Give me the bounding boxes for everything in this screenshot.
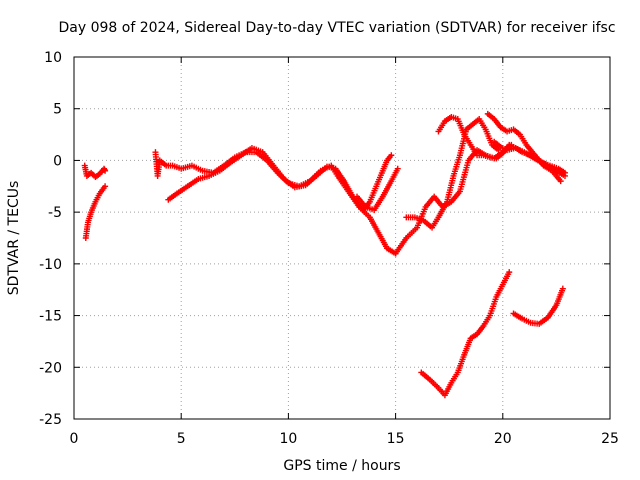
data-point [394, 165, 401, 172]
x-axis-label: GPS time / hours [283, 458, 400, 474]
y-axis-label: SDTVAR / TECUs [6, 181, 22, 296]
series-s13 [510, 285, 566, 327]
y-tick-label: -25 [39, 412, 62, 428]
chart-title: Day 098 of 2024, Sidereal Day-to-day VTE… [58, 20, 615, 36]
series-s11 [491, 138, 568, 176]
data-point [102, 167, 109, 174]
data-point [557, 178, 564, 185]
tick-labels: 0 5 10 15 20 25 -25 -20 -15 -10 -5 0 5 10 [39, 50, 619, 447]
x-tick-label: 10 [279, 431, 297, 447]
y-tick-label: -10 [39, 257, 62, 273]
axis-ticks [73, 56, 611, 420]
series-s8 [403, 116, 502, 231]
x-tick-label: 5 [177, 431, 186, 447]
series-s6 [360, 152, 395, 214]
y-tick-label: -5 [48, 205, 62, 221]
data-point [506, 269, 513, 276]
y-tick-label: -20 [39, 360, 62, 376]
gridlines [74, 57, 610, 419]
x-tick-label: 20 [494, 431, 512, 447]
data-point [559, 285, 566, 292]
data-points [81, 110, 568, 399]
series-s2 [82, 183, 109, 241]
series-s12 [418, 269, 513, 399]
series-s4 [165, 145, 367, 214]
data-point [561, 169, 568, 176]
series-s5 [354, 165, 401, 214]
y-tick-label: 5 [53, 102, 62, 118]
data-point [102, 183, 109, 190]
y-tick-label: -15 [39, 309, 62, 325]
data-point [388, 152, 395, 159]
x-tick-label: 0 [70, 431, 79, 447]
y-tick-label: 0 [53, 153, 62, 169]
x-tick-label: 15 [387, 431, 405, 447]
y-tick-label: 10 [44, 50, 62, 66]
x-tick-label: 25 [601, 431, 619, 447]
series-s1 [81, 162, 109, 180]
plot-frame [73, 56, 611, 420]
